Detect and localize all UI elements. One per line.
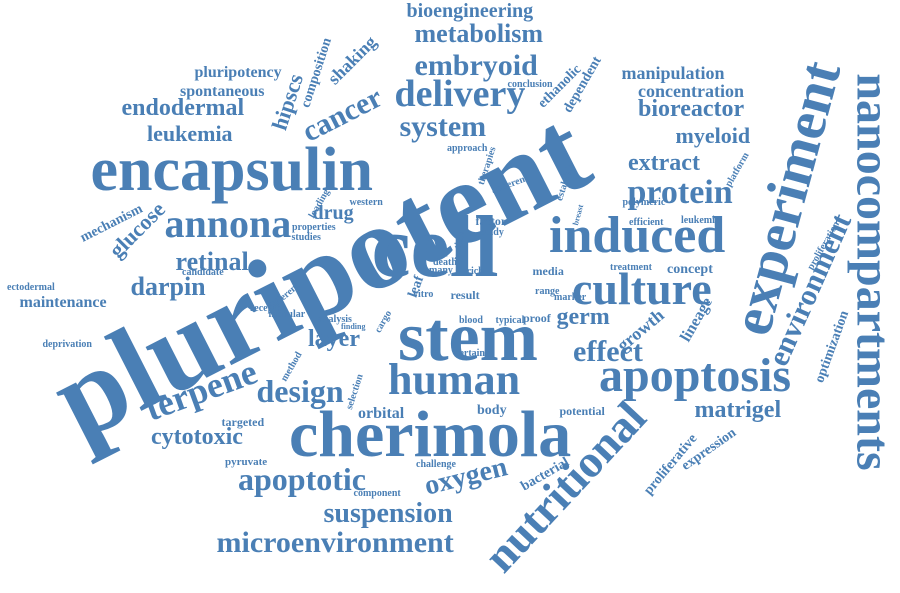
word-cherimola: cherimola bbox=[289, 398, 572, 471]
word-approach: approach bbox=[447, 143, 488, 154]
word-many: many bbox=[429, 265, 453, 276]
word-deprivation: deprivation bbox=[42, 339, 92, 350]
word-leukemic: leukemic bbox=[681, 215, 720, 226]
word-matrigel: matrigel bbox=[694, 397, 782, 423]
word-receptor: receptor bbox=[250, 303, 286, 314]
word-pyruvate: pyruvate bbox=[225, 455, 268, 468]
word-marker: marker bbox=[554, 292, 587, 303]
word-design: design bbox=[256, 373, 344, 409]
word-extract: extract bbox=[628, 150, 700, 176]
word-nanocompartments: nanocompartments bbox=[846, 73, 900, 471]
word-media: media bbox=[532, 264, 564, 278]
word-protein: protein bbox=[627, 174, 733, 211]
word-layer: layer bbox=[308, 326, 360, 352]
word-embryoid: embryoid bbox=[414, 49, 538, 82]
word-blood: blood bbox=[459, 315, 483, 326]
word-ectodermal: ectodermal bbox=[7, 282, 55, 293]
word-suspension: suspension bbox=[323, 498, 453, 529]
word-proof: proof bbox=[523, 311, 551, 325]
word-platform: platform bbox=[723, 150, 752, 189]
word-properties: properties bbox=[292, 222, 336, 233]
word-concentration: concentration bbox=[638, 81, 744, 101]
word-bioengineering: bioengineering bbox=[406, 0, 534, 22]
word-cytotoxic: cytotoxic bbox=[151, 424, 243, 450]
word-annona: annona bbox=[164, 201, 292, 246]
word-modular: modular bbox=[268, 309, 306, 320]
word-targeted: targeted bbox=[221, 415, 265, 429]
word-treatment: treatment bbox=[610, 262, 653, 273]
word-maintenance: maintenance bbox=[19, 294, 107, 311]
word-polymeric: polymeric bbox=[622, 197, 666, 208]
word-myeloid: myeloid bbox=[675, 123, 751, 148]
word-component: component bbox=[353, 488, 401, 499]
word-culture: culture bbox=[572, 263, 712, 314]
word-orbital: orbital bbox=[358, 405, 405, 422]
word-certain: certain bbox=[455, 348, 485, 359]
word-death: death bbox=[433, 257, 457, 268]
word-manipulation: manipulation bbox=[621, 63, 725, 83]
word-bioreactor: bioreactor bbox=[638, 96, 745, 122]
word-efficient: efficient bbox=[629, 217, 664, 228]
word-human: human bbox=[388, 355, 521, 404]
word-retinal: retinal bbox=[175, 247, 249, 276]
word-western: western bbox=[349, 197, 383, 208]
word-factor: factor bbox=[475, 214, 507, 228]
word-challenge: challenge bbox=[416, 459, 456, 470]
word-finding: finding bbox=[341, 322, 366, 331]
word-apoptosis: apoptosis bbox=[599, 349, 792, 402]
word-pluripotency: pluripotency bbox=[194, 64, 282, 81]
word-stem: stem bbox=[398, 299, 538, 376]
word-endodermal: endodermal bbox=[121, 95, 245, 121]
word-drug: drug bbox=[312, 202, 354, 224]
word-rich: rich bbox=[466, 266, 484, 277]
word-vitro: vitro bbox=[413, 289, 434, 300]
word-microenvironment: microenvironment bbox=[216, 526, 454, 559]
word-metabolism: metabolism bbox=[414, 19, 544, 48]
word-typical: typical bbox=[495, 315, 525, 326]
word-apoptotic: apoptotic bbox=[238, 461, 366, 497]
word-effect: effect bbox=[573, 335, 643, 368]
word-darpin: darpin bbox=[130, 272, 206, 301]
word-cell: cell bbox=[371, 199, 499, 296]
word-system: system bbox=[399, 110, 487, 143]
word-conclusion: conclusion bbox=[507, 79, 553, 90]
word-candidate: candidate bbox=[182, 267, 224, 278]
word-leukemia: leukemia bbox=[147, 121, 233, 146]
word-delivery: delivery bbox=[394, 73, 526, 115]
word-spontaneous: spontaneous bbox=[180, 83, 265, 100]
word-result: result bbox=[450, 288, 480, 302]
word-induced: induced bbox=[549, 207, 726, 264]
word-concept: concept bbox=[667, 262, 713, 277]
word-body: body bbox=[477, 403, 507, 418]
word-potential: potential bbox=[559, 404, 605, 418]
word-germ: germ bbox=[556, 304, 610, 330]
word-range: range bbox=[535, 286, 560, 297]
word-studies: studies bbox=[291, 232, 321, 243]
word-study: study bbox=[480, 227, 504, 238]
word-encapsulin: encapsulin bbox=[90, 136, 374, 204]
word-analysis: analysis bbox=[318, 314, 352, 325]
